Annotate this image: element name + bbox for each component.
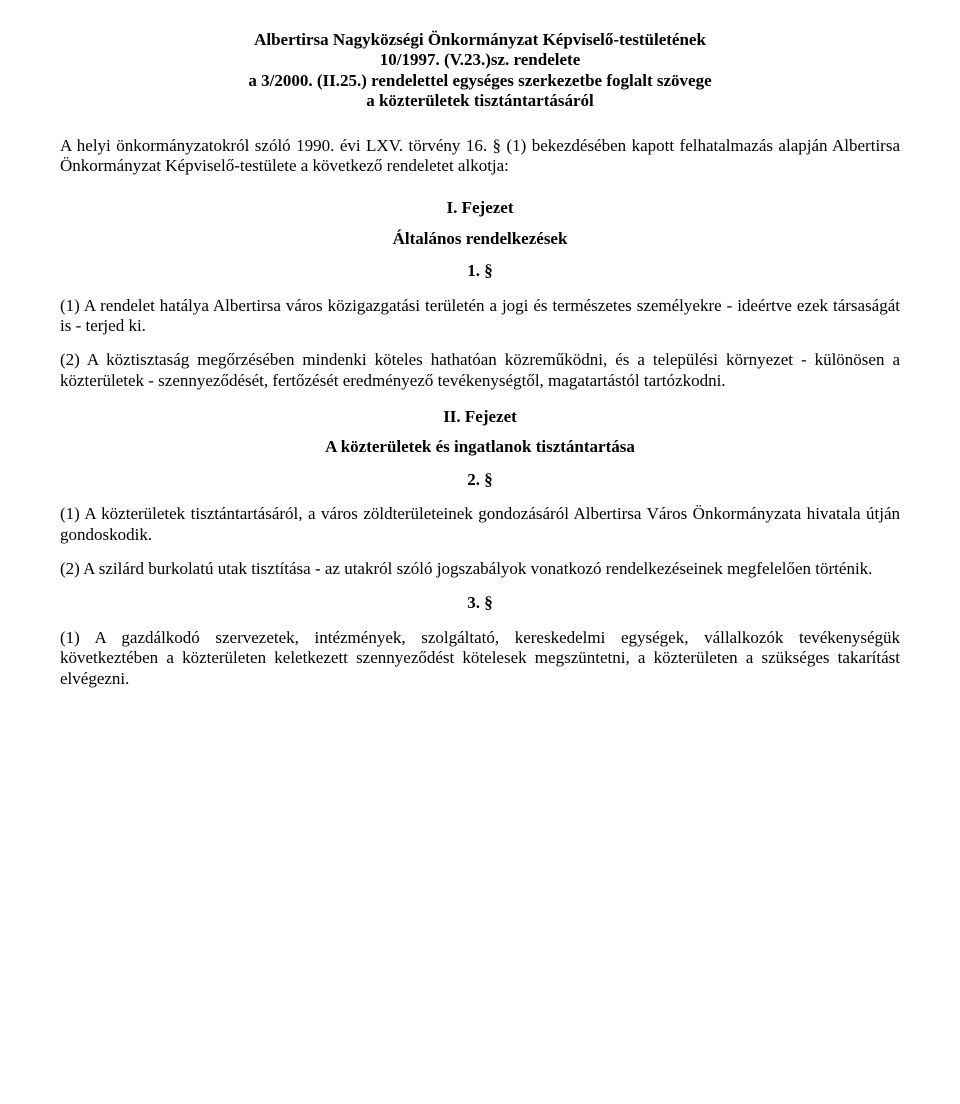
chapter-1-heading: Általános rendelkezések [60, 229, 900, 249]
title-line-4: a közterületek tisztántartásáról [60, 91, 900, 111]
section-1-number: 1. § [60, 261, 900, 281]
section-1-para-2: (2) A köztisztaság megőrzésében mindenki… [60, 350, 900, 391]
intro-paragraph: A helyi önkormányzatokról szóló 1990. év… [60, 136, 900, 177]
chapter-2-heading: A közterületek és ingatlanok tisztántart… [60, 437, 900, 457]
section-2-number: 2. § [60, 470, 900, 490]
title-line-3: a 3/2000. (II.25.) rendelettel egységes … [60, 71, 900, 91]
section-2-para-2: (2) A szilárd burkolatú utak tisztítása … [60, 559, 900, 579]
title-line-2: 10/1997. (V.23.)sz. rendelete [60, 50, 900, 70]
chapter-1-label: I. Fejezet [60, 198, 900, 218]
section-2-para-1: (1) A közterületek tisztántartásáról, a … [60, 504, 900, 545]
title-line-1: Albertirsa Nagyközségi Önkormányzat Képv… [60, 30, 900, 50]
section-3-number: 3. § [60, 593, 900, 613]
section-3-para-1: (1) A gazdálkodó szervezetek, intézménye… [60, 628, 900, 689]
title-block: Albertirsa Nagyközségi Önkormányzat Képv… [60, 30, 900, 112]
section-1-para-1: (1) A rendelet hatálya Albertirsa város … [60, 296, 900, 337]
chapter-2-label: II. Fejezet [60, 407, 900, 427]
